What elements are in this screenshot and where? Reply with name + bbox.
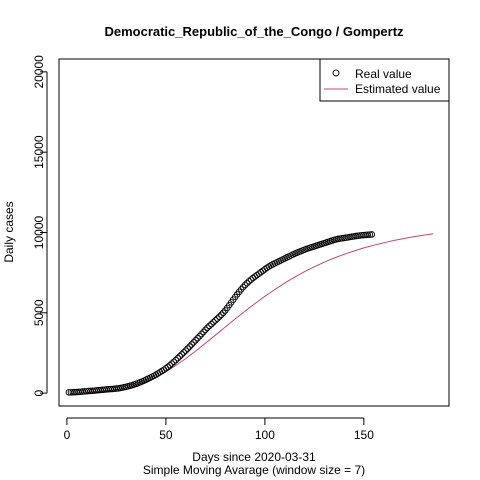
plot-area [58, 58, 450, 407]
real-value-point [206, 322, 213, 330]
x-axis-sublabel: Simple Moving Avarage (window size = 7) [143, 463, 365, 477]
real-value-point [164, 363, 172, 371]
real-value-point [176, 353, 184, 360]
x-tick-label: 100 [255, 428, 275, 442]
y-tick-label: 20000 [32, 55, 46, 89]
real-value-point [202, 326, 209, 334]
real-value-point [200, 328, 207, 336]
real-value-point [184, 345, 191, 352]
real-value-point [166, 362, 174, 369]
real-value-point [218, 311, 225, 319]
real-value-point [170, 358, 178, 366]
real-series-layer [65, 231, 376, 396]
real-value-point [172, 356, 180, 364]
real-value-point [247, 276, 255, 283]
y-tick-label: 10000 [32, 215, 46, 249]
real-value-point [190, 339, 197, 346]
legend: Real value Estimated value [319, 58, 450, 102]
real-value-point [204, 324, 211, 332]
y-tick-label: 5000 [32, 299, 46, 326]
real-value-point [178, 351, 185, 358]
real-value-point [220, 309, 227, 316]
real-value-point [368, 231, 376, 238]
real-value-point [194, 334, 201, 342]
y-tick-label: 0 [32, 389, 46, 396]
real-value-point [241, 281, 249, 289]
real-value-point [243, 279, 251, 287]
legend-estimated-label: Estimated value [355, 82, 441, 96]
real-value-point [186, 343, 193, 350]
real-value-point [239, 283, 247, 291]
plot-frame [58, 58, 450, 407]
real-value-point [198, 330, 205, 338]
real-value-point [188, 341, 195, 348]
y-axis: 0 5000 10000 15000 20000 [32, 55, 48, 396]
x-tick-label: 150 [354, 428, 374, 442]
x-axis-label: Days since 2020-03-31 [192, 450, 316, 464]
y-tick-label: 15000 [32, 135, 46, 169]
real-value-point [237, 286, 245, 293]
x-tick-label: 0 [64, 428, 71, 442]
legend-box [319, 58, 450, 102]
real-value-point [192, 337, 199, 344]
real-value-point [168, 360, 176, 367]
real-value-point [364, 231, 372, 238]
real-value-point [208, 320, 215, 328]
real-value-point [212, 317, 219, 324]
real-value-point [210, 318, 217, 326]
real-value-point [214, 315, 221, 322]
y-axis-label: Daily cases [2, 201, 16, 262]
chart-title: Democratic_Republic_of_the_Congo / Gompe… [104, 24, 404, 39]
real-value-point [245, 278, 253, 285]
real-value-point [216, 313, 223, 320]
real-value-point [174, 354, 182, 362]
real-value-point [182, 347, 189, 354]
real-value-point [366, 231, 374, 238]
real-value-point [180, 349, 187, 356]
x-tick-label: 50 [159, 428, 173, 442]
real-value-point [196, 332, 203, 340]
legend-real-marker [332, 69, 340, 77]
legend-real-label: Real value [355, 67, 412, 81]
x-axis: 0 50 100 150 [64, 417, 374, 442]
